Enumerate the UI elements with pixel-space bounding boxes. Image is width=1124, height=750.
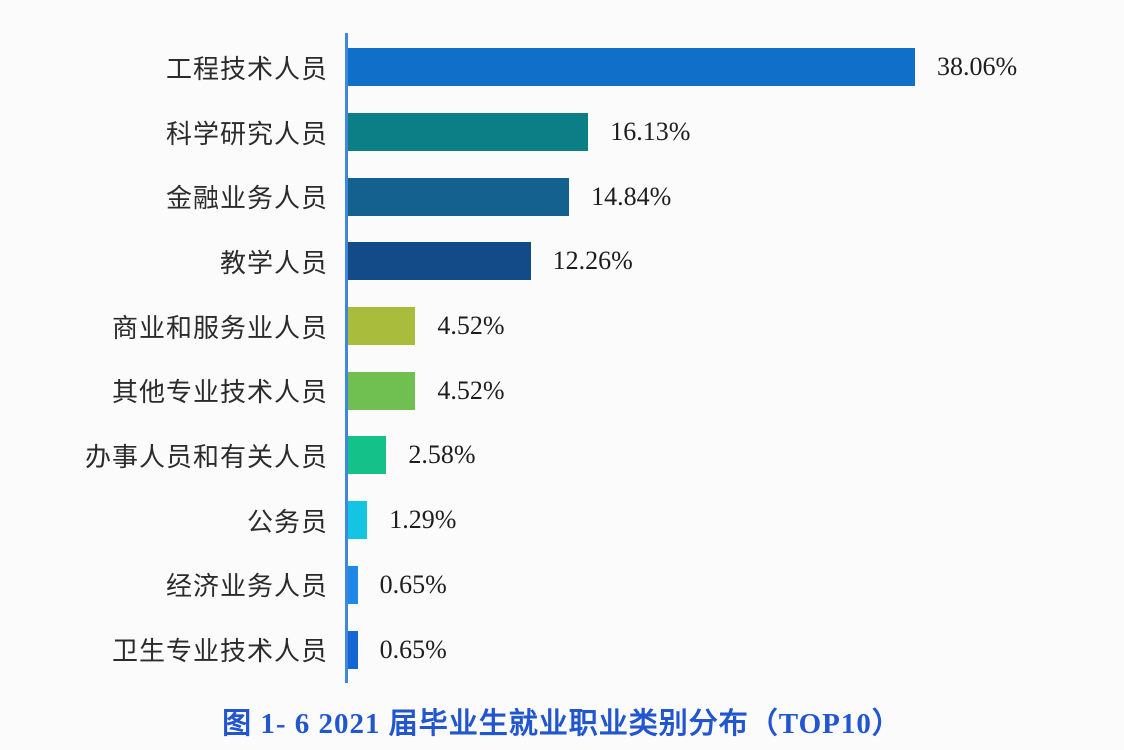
value-label: 4.52% [437, 375, 505, 405]
bar [348, 242, 531, 281]
bar-track: 0.65% [345, 553, 447, 618]
chart-caption: 图 1- 6 2021 届毕业生就业职业类别分布（TOP10） [222, 708, 902, 740]
category-label: 科学研究人员 [165, 119, 328, 149]
category-label: 经济业务人员 [165, 572, 328, 602]
bar [348, 371, 416, 410]
value-label: 2.58% [408, 440, 476, 470]
bar-chart: 工程技术人员 38.06% 科学研究人员 16.13% 金融业务人员 14.84% 教学人员… [0, 35, 1124, 682]
category-label: 商业和服务业人员 [111, 313, 328, 343]
value-label: 12.26% [552, 246, 633, 276]
value-label: 14.84% [591, 181, 672, 211]
bar-row: 办事人员和有关人员 2.58% [0, 423, 1124, 488]
category-label: 其他专业技术人员 [111, 378, 328, 408]
bar-track: 2.58% [345, 423, 476, 488]
bar-row: 金融业务人员 14.84% [0, 164, 1124, 229]
bar-row: 其他专业技术人员 4.52% [0, 358, 1124, 423]
y-axis-line [345, 33, 348, 683]
bar-row: 公务员 1.29% [0, 488, 1124, 553]
category-label: 卫生专业技术人员 [111, 637, 328, 667]
value-label: 0.65% [379, 634, 447, 664]
bar-row: 商业和服务业人员 4.52% [0, 294, 1124, 359]
bar-row: 经济业务人员 0.65% [0, 553, 1124, 618]
category-label: 办事人员和有关人员 [84, 442, 328, 472]
bar [348, 177, 570, 216]
bar-track: 14.84% [345, 164, 671, 229]
category-label: 公务员 [246, 507, 328, 537]
bar [348, 630, 358, 669]
value-label: 38.06% [937, 52, 1018, 82]
value-label: 4.52% [437, 311, 505, 341]
bar-track: 0.65% [345, 617, 447, 682]
value-label: 16.13% [610, 117, 691, 147]
value-label: 0.65% [379, 569, 447, 599]
bar [348, 48, 916, 87]
bar [348, 565, 358, 604]
value-label: 1.29% [389, 505, 457, 535]
bar [348, 436, 387, 475]
category-label: 工程技术人员 [165, 54, 328, 84]
bar-track: 12.26% [345, 229, 633, 294]
bar-track: 4.52% [345, 358, 505, 423]
bar-row: 科学研究人员 16.13% [0, 100, 1124, 165]
bar-track: 16.13% [345, 100, 690, 165]
category-label: 教学人员 [219, 248, 328, 278]
bar [348, 501, 368, 540]
bar-track: 4.52% [345, 294, 505, 359]
bar-row: 卫生专业技术人员 0.65% [0, 617, 1124, 682]
bar [348, 307, 416, 346]
bar-row: 工程技术人员 38.06% [0, 35, 1124, 100]
bar-track: 38.06% [345, 35, 1017, 100]
bar-row: 教学人员 12.26% [0, 229, 1124, 294]
bar-track: 1.29% [345, 488, 456, 553]
bar [348, 113, 589, 152]
category-label: 金融业务人员 [165, 184, 328, 214]
